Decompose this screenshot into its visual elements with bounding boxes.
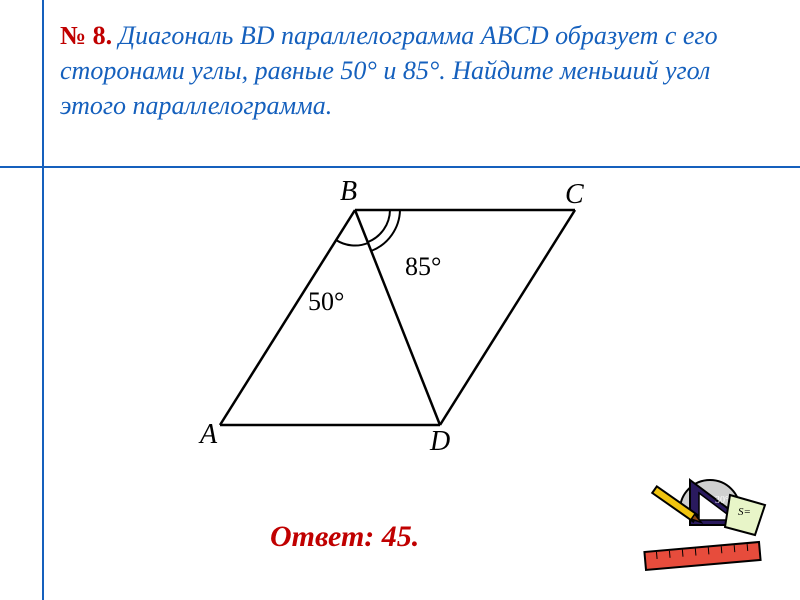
- vertex-a-label: A: [198, 419, 218, 450]
- problem-body: Диагональ BD параллелограмма ABCD образу…: [60, 21, 718, 120]
- math-tools-icon: 30° S=: [635, 455, 775, 575]
- vertex-b-label: B: [340, 176, 357, 207]
- angle-arc-50: [336, 240, 368, 246]
- problem-statement: № 8. Диагональ BD параллелограмма ABCD о…: [60, 18, 760, 123]
- svg-text:S=: S=: [738, 506, 751, 518]
- side-cd: [440, 210, 575, 425]
- diagonal-bd: [355, 210, 440, 425]
- angle-arc-85-outer: [371, 210, 400, 251]
- problem-number: № 8.: [60, 21, 112, 50]
- angle-arc-85-inner: [368, 210, 390, 242]
- angle-85-label: 85°: [405, 252, 441, 281]
- answer-text: Ответ: 45.: [270, 520, 419, 554]
- vertex-d-label: D: [429, 426, 450, 455]
- vertex-c-label: C: [565, 179, 584, 210]
- side-ab: [220, 210, 355, 425]
- vertical-divider: [42, 0, 44, 600]
- angle-50-label: 50°: [308, 287, 344, 316]
- horizontal-divider: [0, 166, 800, 168]
- svg-text:30°: 30°: [715, 495, 729, 506]
- parallelogram-diagram: A B C D 50° 85°: [180, 175, 620, 455]
